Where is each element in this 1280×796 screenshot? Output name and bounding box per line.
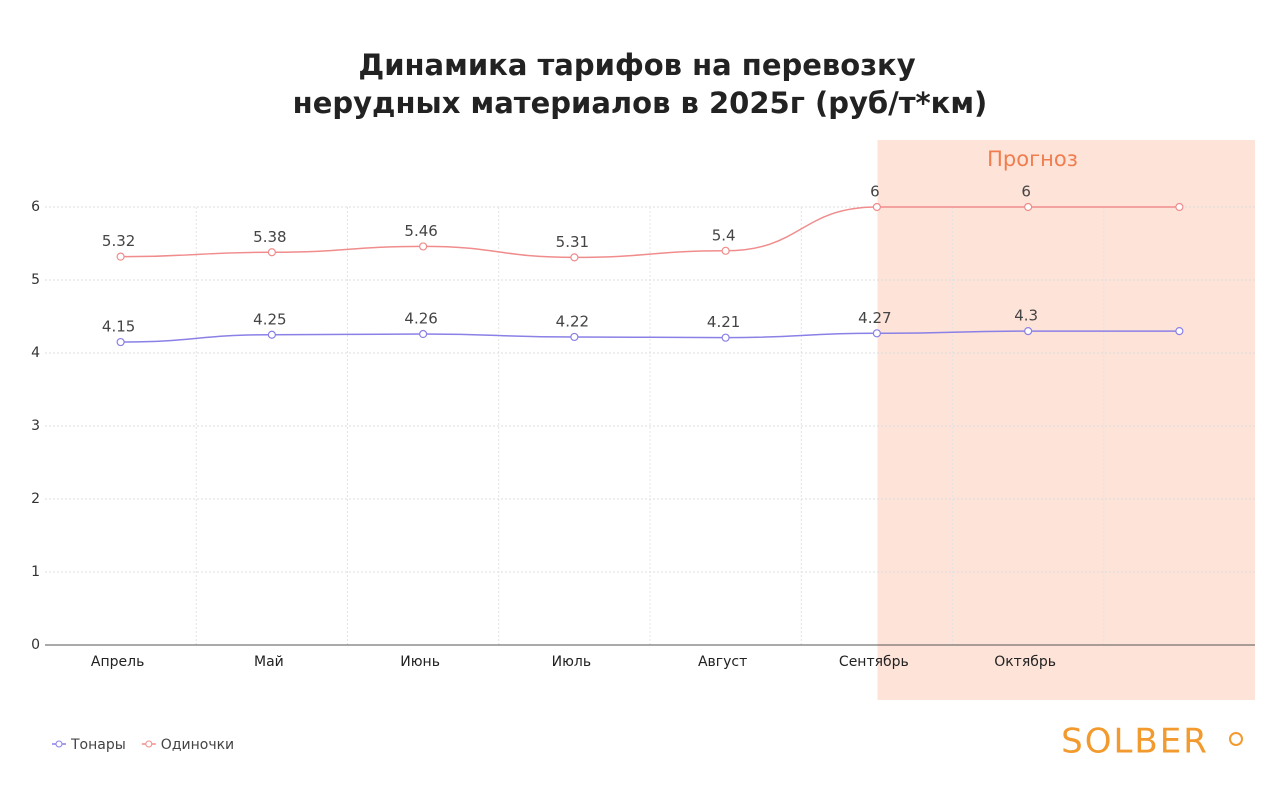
data-label: 5.46	[404, 222, 437, 240]
data-point	[419, 329, 428, 339]
legend-label: Одиночки	[161, 737, 234, 753]
data-label: 4.25	[253, 310, 286, 328]
data-label: 4.27	[858, 309, 891, 327]
x-tick-label: Октябрь	[994, 654, 1056, 670]
series-line	[120, 330, 1180, 343]
data-point	[419, 242, 428, 251]
legend-marker	[55, 740, 63, 748]
data-point	[267, 248, 276, 257]
forecast-label: Прогноз	[987, 147, 1078, 171]
x-tick-label: Сентябрь	[839, 654, 909, 670]
data-point	[1175, 202, 1184, 212]
data-label: 4.21	[707, 313, 740, 331]
data-point	[570, 332, 579, 342]
data-point	[267, 330, 276, 339]
series-line	[120, 206, 1180, 259]
data-label: 5.38	[253, 228, 286, 246]
chart-title: Динамика тарифов на перевозку	[358, 48, 915, 82]
data-label: 5.4	[712, 226, 736, 244]
y-tick-label: 2	[31, 491, 40, 507]
x-tick-label: Июнь	[400, 654, 440, 670]
logo: SOLBER	[1061, 722, 1209, 762]
data-label: 4.22	[556, 312, 589, 330]
chart-title: нерудных материалов в 2025г (руб/т*км)	[293, 86, 988, 120]
y-tick-label: 5	[31, 272, 40, 288]
data-label: 6	[1021, 183, 1031, 201]
y-tick-label: 6	[31, 199, 40, 215]
data-label: 4.26	[404, 310, 437, 328]
data-point	[116, 337, 125, 347]
legend-label: Тонары	[70, 737, 126, 753]
y-tick-label: 1	[31, 564, 40, 580]
data-label: 4.15	[102, 318, 135, 336]
data-point	[721, 333, 730, 342]
data-point	[116, 252, 125, 261]
data-label: 5.32	[102, 232, 135, 250]
y-tick-label: 3	[31, 418, 40, 434]
data-label: 5.31	[556, 233, 589, 251]
data-point	[872, 329, 881, 338]
y-tick-label: 4	[31, 345, 40, 361]
logo-icon	[1229, 732, 1243, 746]
data-point	[1024, 202, 1033, 212]
data-point	[1175, 327, 1184, 336]
data-label: 4.3	[1014, 307, 1038, 325]
data-label: 6	[870, 183, 880, 201]
x-tick-label: Июль	[552, 654, 591, 670]
data-point	[872, 202, 881, 212]
y-tick-label: 0	[31, 637, 40, 653]
data-point	[570, 253, 579, 262]
x-tick-label: Апрель	[91, 654, 144, 670]
legend-marker	[145, 740, 153, 748]
x-tick-label: Август	[698, 654, 747, 670]
data-point	[1024, 327, 1033, 336]
data-point	[721, 246, 730, 255]
forecast-region	[877, 140, 1255, 700]
x-tick-label: Май	[254, 654, 284, 670]
